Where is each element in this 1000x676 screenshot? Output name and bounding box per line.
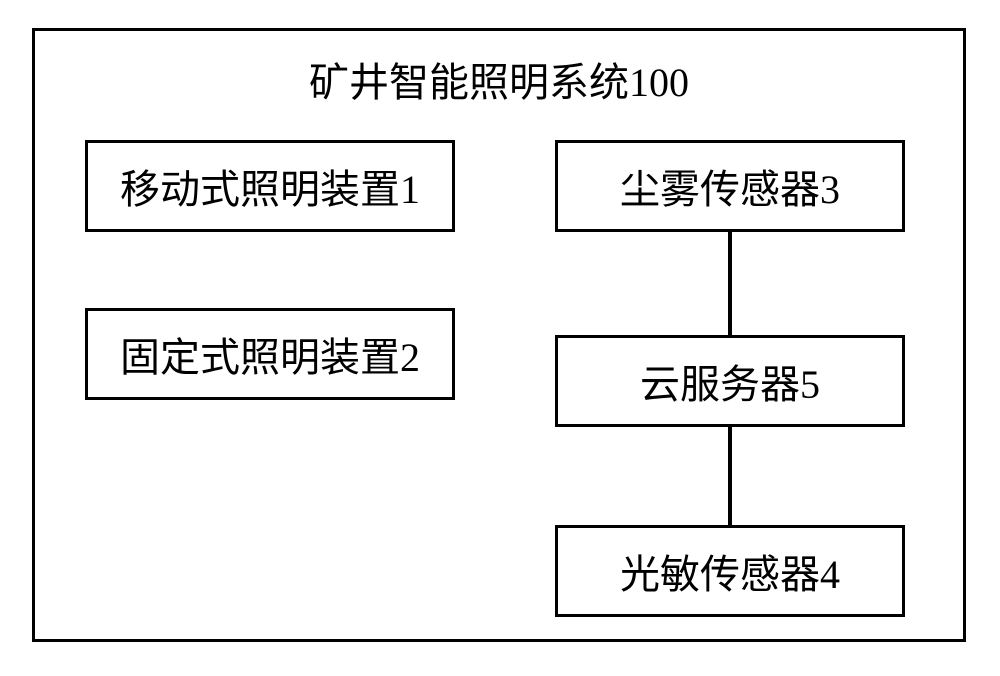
connector-cloud-light (728, 427, 732, 525)
box-fixed-light: 固定式照明装置2 (85, 308, 455, 400)
title-text: 矿井智能照明系统100 (309, 60, 689, 105)
system-title: 矿井智能照明系统100 (32, 50, 966, 108)
box-light-sensor: 光敏传感器4 (555, 525, 905, 617)
box-mobile-light: 移动式照明装置1 (85, 140, 455, 232)
label-mobile-light: 移动式照明装置1 (120, 157, 420, 215)
label-light-sensor: 光敏传感器4 (620, 542, 840, 600)
label-cloud-server: 云服务器5 (640, 352, 820, 410)
label-dust-sensor: 尘雾传感器3 (620, 157, 840, 215)
box-cloud-server: 云服务器5 (555, 335, 905, 427)
connector-dust-cloud (728, 232, 732, 335)
box-dust-sensor: 尘雾传感器3 (555, 140, 905, 232)
label-fixed-light: 固定式照明装置2 (120, 325, 420, 383)
